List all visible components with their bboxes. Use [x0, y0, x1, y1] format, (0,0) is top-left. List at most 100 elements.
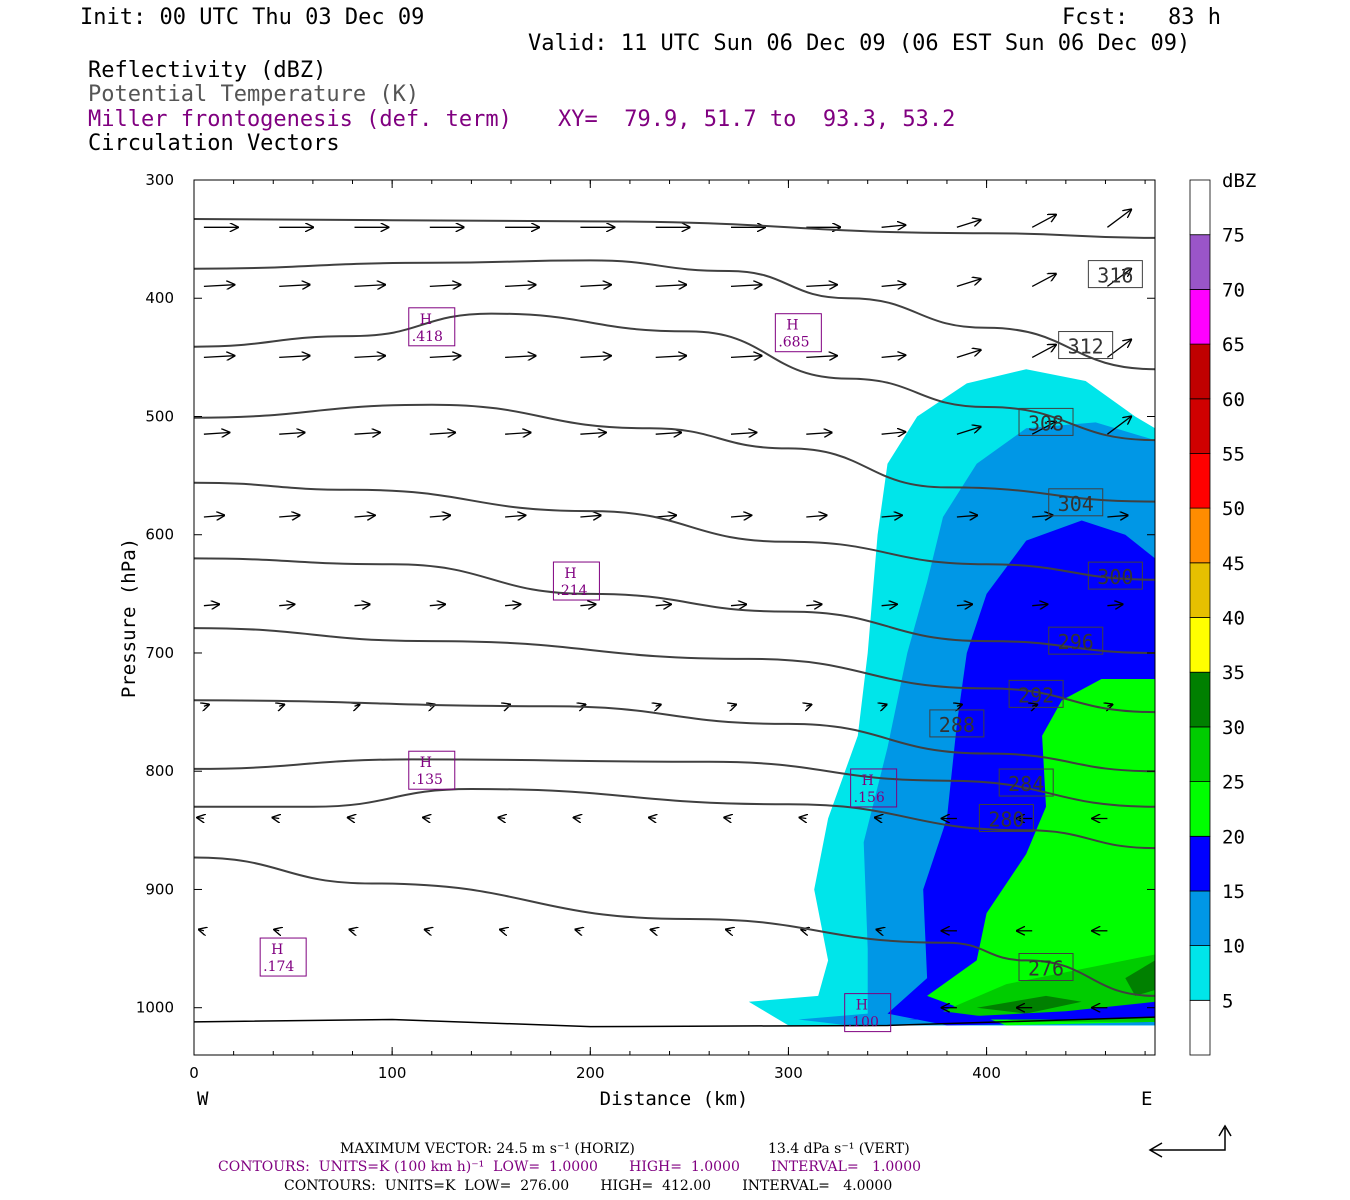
y-tick-label: 1000	[136, 999, 174, 1017]
circulation-vector	[806, 705, 811, 707]
colorbar-label: 30	[1222, 717, 1245, 739]
circulation-vector	[806, 604, 821, 605]
theta-label-276: 276	[1018, 953, 1074, 981]
reference-vector-icon	[1148, 1124, 1232, 1158]
svg-text:284: 284	[1008, 772, 1044, 796]
circulation-vector	[197, 818, 204, 819]
colorbar-label: 75	[1222, 225, 1245, 247]
circulation-vector	[274, 930, 279, 931]
circulation-vector	[956, 279, 981, 288]
svg-text:.135: .135	[412, 772, 443, 788]
circulation-vector	[354, 515, 375, 517]
svg-text:.418: .418	[412, 329, 443, 345]
circulation-vector	[1107, 210, 1131, 228]
circulation-vector	[354, 433, 381, 435]
circulation-vector	[354, 604, 370, 605]
west-label: W	[197, 1088, 209, 1110]
theta-contour-292	[194, 627, 1155, 714]
frontogenesis-high: H.418	[408, 307, 456, 347]
colorbar-label: 55	[1222, 443, 1245, 465]
dbz-30-region	[976, 995, 1082, 1014]
svg-text:H: H	[420, 755, 432, 771]
colorbar-label: 45	[1222, 553, 1245, 575]
colorbar-label: 20	[1222, 826, 1245, 848]
circulation-vectors	[197, 210, 1131, 1008]
frontogenesis-high: H.100	[844, 993, 892, 1033]
circulation-vector	[655, 604, 671, 605]
x-tick-label: 400	[972, 1064, 1001, 1082]
colorbar-label: 40	[1222, 608, 1245, 630]
circulation-vector	[354, 356, 386, 358]
circulation-vector	[730, 515, 751, 517]
svg-text:308: 308	[1028, 411, 1064, 435]
circulation-vector	[651, 930, 656, 931]
circulation-vector	[423, 818, 430, 819]
circulation-vector	[1032, 705, 1037, 707]
theta-contours	[194, 218, 1155, 997]
circulation-vector	[580, 433, 606, 435]
y-tick-label: 500	[145, 407, 174, 425]
x-tick-label: 0	[189, 1064, 199, 1082]
circulation-vector	[199, 930, 204, 931]
svg-text:316: 316	[1097, 264, 1133, 288]
svg-text:.214: .214	[556, 583, 587, 599]
y-tick-label: 300	[145, 171, 174, 189]
theta-contour-316	[194, 218, 1155, 239]
theta-contour-312	[194, 259, 1155, 371]
theta-contour-284	[194, 758, 1155, 808]
svg-text:.685: .685	[778, 335, 809, 351]
legend-theta: Potential Temperature (K)	[88, 82, 419, 107]
theta-label-312: 312	[1058, 331, 1114, 360]
theta-label-304: 304	[1048, 488, 1104, 517]
colorbar-swatch	[1189, 179, 1211, 236]
colorbar-swatch	[1189, 671, 1211, 728]
axis-ticks: 0 100 200 300 400 300 400 500 600 700 800 900 1000	[136, 171, 1155, 1082]
x-tick-label: 300	[774, 1064, 803, 1082]
colorbar-label: 15	[1222, 881, 1245, 903]
frontogenesis-high: H.174	[259, 937, 307, 977]
theta-contour-296	[194, 557, 1155, 654]
circulation-vector	[877, 930, 882, 931]
circulation-vector	[1107, 515, 1127, 517]
init-label: Init: 00 UTC Thu 03 Dec 09	[80, 5, 424, 30]
svg-text:H: H	[862, 773, 874, 789]
circulation-vector	[655, 356, 687, 358]
circulation-vector	[354, 285, 386, 287]
circulation-vector	[505, 433, 530, 435]
circulation-vector	[1032, 604, 1047, 605]
circulation-vector	[806, 285, 837, 287]
y-tick-label: 400	[145, 289, 174, 307]
circulation-vector	[649, 818, 656, 819]
circulation-vector	[956, 350, 981, 359]
circulation-vector	[1107, 416, 1131, 435]
circulation-vector	[429, 285, 461, 287]
circulation-vector	[1107, 705, 1112, 707]
colorbar-label: 60	[1222, 389, 1245, 411]
colorbar-swatch	[1189, 507, 1211, 564]
circulation-vector	[429, 604, 445, 605]
east-label: E	[1141, 1088, 1152, 1110]
colorbar-swatch	[1189, 781, 1211, 837]
circulation-vector	[806, 515, 826, 517]
theta-label-300: 300	[1087, 561, 1143, 590]
frontogenesis-high: H.135	[408, 750, 456, 790]
max-vector-horiz: MAXIMUM VECTOR: 24.5 m s⁻¹ (HORIZ)	[340, 1141, 635, 1157]
reflectivity-fill	[194, 369, 1155, 1028]
circulation-vector	[656, 705, 661, 707]
circulation-vector	[1107, 604, 1122, 605]
legend-frontogenesis: Miller frontogenesis (def. term)	[88, 107, 512, 132]
svg-text:292: 292	[1018, 683, 1054, 707]
plot-frame	[193, 179, 1156, 1056]
circulation-vector	[1107, 269, 1131, 287]
svg-text:276: 276	[1028, 957, 1064, 981]
circulation-vector	[279, 515, 299, 517]
theta-contour-304	[194, 403, 1155, 503]
colorbar-swatch	[1189, 835, 1211, 892]
circulation-vector	[429, 515, 450, 517]
colorbar-swatch	[1189, 945, 1211, 1001]
colorbar-label: 25	[1222, 772, 1245, 794]
circulation-vector	[355, 705, 360, 707]
circulation-vector	[881, 355, 906, 357]
